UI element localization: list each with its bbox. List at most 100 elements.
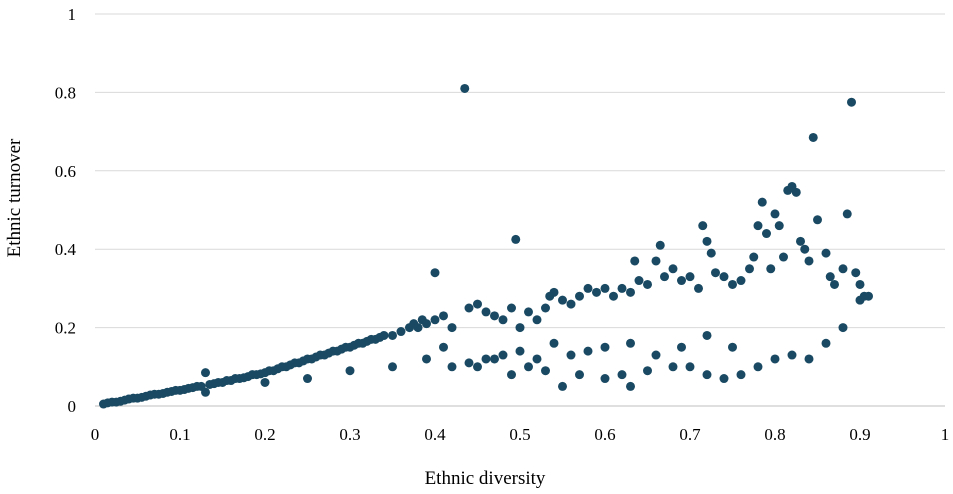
data-point bbox=[685, 272, 695, 282]
data-point bbox=[736, 370, 746, 380]
y-tick-label: 0.8 bbox=[55, 83, 76, 102]
data-point bbox=[511, 234, 521, 244]
data-point bbox=[804, 256, 814, 266]
data-point bbox=[694, 283, 703, 293]
data-point bbox=[447, 362, 457, 372]
data-point bbox=[800, 244, 810, 254]
data-point bbox=[413, 323, 423, 333]
data-point bbox=[388, 330, 397, 340]
data-point bbox=[583, 283, 593, 293]
data-point bbox=[600, 342, 610, 352]
x-tick-label: 0.8 bbox=[764, 425, 785, 444]
data-point bbox=[473, 299, 482, 309]
data-point bbox=[838, 264, 848, 274]
data-point bbox=[677, 276, 686, 286]
data-point bbox=[388, 362, 397, 372]
data-point bbox=[626, 338, 635, 348]
data-point bbox=[464, 303, 474, 313]
data-point bbox=[825, 272, 835, 282]
y-tick-label: 1 bbox=[68, 5, 77, 24]
data-point bbox=[447, 323, 457, 333]
data-point bbox=[558, 295, 567, 305]
data-point bbox=[260, 377, 270, 387]
y-tick-label: 0.4 bbox=[55, 240, 77, 259]
data-point bbox=[855, 279, 865, 289]
scatter-points bbox=[99, 83, 873, 409]
data-point bbox=[524, 362, 533, 372]
data-point bbox=[439, 342, 448, 352]
data-point bbox=[626, 381, 635, 391]
data-point bbox=[473, 362, 482, 372]
data-point bbox=[655, 240, 665, 250]
data-point bbox=[617, 370, 627, 380]
data-point bbox=[460, 83, 470, 93]
data-point bbox=[757, 197, 767, 207]
data-point bbox=[855, 295, 865, 305]
data-point bbox=[808, 132, 818, 142]
x-axis-ticks: 0 0.1 0.2 0.3 0.4 0.5 0.6 0.7 0.8 0.9 1 bbox=[91, 425, 950, 444]
data-point bbox=[634, 276, 644, 286]
data-point bbox=[762, 229, 771, 239]
data-point bbox=[201, 387, 210, 397]
data-point bbox=[626, 287, 635, 297]
data-point bbox=[201, 368, 210, 378]
x-tick-label: 0.4 bbox=[424, 425, 446, 444]
y-tick-label: 0.6 bbox=[55, 162, 76, 181]
data-point bbox=[766, 264, 776, 274]
data-point bbox=[702, 330, 712, 340]
data-point bbox=[422, 319, 431, 329]
data-point bbox=[439, 311, 448, 321]
data-point bbox=[660, 272, 669, 282]
data-point bbox=[515, 346, 525, 356]
data-point bbox=[677, 342, 686, 352]
data-point bbox=[830, 279, 839, 289]
x-tick-label: 0.2 bbox=[254, 425, 275, 444]
x-tick-label: 0.3 bbox=[339, 425, 360, 444]
data-point bbox=[490, 311, 499, 321]
data-point bbox=[583, 346, 593, 356]
x-tick-label: 0.7 bbox=[679, 425, 701, 444]
data-point bbox=[498, 315, 508, 325]
data-point bbox=[630, 256, 640, 266]
data-point bbox=[753, 221, 763, 231]
y-tick-label: 0.2 bbox=[55, 319, 76, 338]
data-point bbox=[303, 374, 312, 384]
data-point bbox=[609, 291, 618, 301]
data-point bbox=[396, 327, 406, 337]
data-point bbox=[549, 287, 559, 297]
y-axis-ticks: 0 0.2 0.4 0.6 0.8 1 bbox=[55, 5, 77, 416]
data-point bbox=[379, 330, 389, 340]
data-point bbox=[481, 354, 491, 364]
data-point bbox=[558, 381, 567, 391]
data-point bbox=[821, 248, 831, 258]
data-point bbox=[728, 342, 737, 352]
data-point bbox=[804, 354, 814, 364]
data-point bbox=[430, 268, 440, 278]
data-point bbox=[787, 350, 797, 360]
data-point bbox=[711, 268, 720, 278]
data-point bbox=[430, 315, 440, 325]
data-point bbox=[643, 366, 652, 376]
data-point bbox=[549, 338, 559, 348]
data-point bbox=[541, 366, 550, 376]
data-point bbox=[643, 279, 652, 289]
data-point bbox=[507, 370, 516, 380]
data-point bbox=[651, 256, 661, 266]
data-point bbox=[706, 248, 716, 258]
data-point bbox=[481, 307, 491, 317]
data-point bbox=[779, 252, 788, 262]
data-point bbox=[600, 283, 610, 293]
data-point bbox=[842, 209, 852, 219]
x-tick-label: 0.5 bbox=[509, 425, 530, 444]
data-point bbox=[719, 374, 729, 384]
data-point bbox=[490, 354, 499, 364]
x-tick-label: 1 bbox=[941, 425, 950, 444]
x-tick-label: 0.9 bbox=[849, 425, 870, 444]
data-point bbox=[566, 350, 576, 360]
data-point bbox=[719, 272, 729, 282]
data-point bbox=[345, 366, 355, 376]
data-point bbox=[524, 307, 533, 317]
data-point bbox=[821, 338, 831, 348]
x-tick-label: 0 bbox=[91, 425, 100, 444]
